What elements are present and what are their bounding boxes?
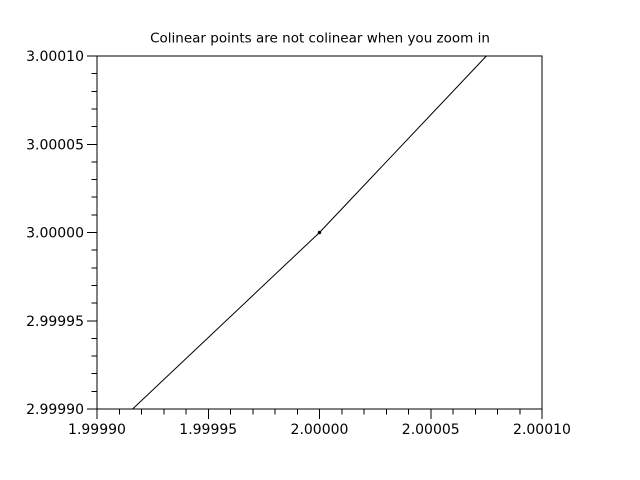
series-line xyxy=(132,55,487,410)
plot-area: 1.99990 1.99995 2.00000 2.00005 2.00010 2.999… xyxy=(26,49,571,438)
x-axis-tick-label: 2.00000 xyxy=(291,422,349,438)
x-axis-tick-label: 2.00005 xyxy=(402,422,460,438)
y-axis-tick-label: 3.00005 xyxy=(26,137,84,153)
y-axis-tick-label: 3.00000 xyxy=(26,226,84,242)
x-axis-tick-label: 1.99995 xyxy=(179,422,237,438)
chart-title: Colinear points are not colinear when yo… xyxy=(150,31,490,47)
x-axis-tick-label: 1.99990 xyxy=(68,422,126,438)
data-point-marker xyxy=(317,230,322,235)
y-axis-tick-label: 2.99995 xyxy=(26,314,84,330)
x-axis-tick-label: 2.00010 xyxy=(513,422,571,438)
y-axis-tick-label: 3.00010 xyxy=(26,49,84,65)
y-axis-tick-label: 2.99990 xyxy=(26,402,84,418)
